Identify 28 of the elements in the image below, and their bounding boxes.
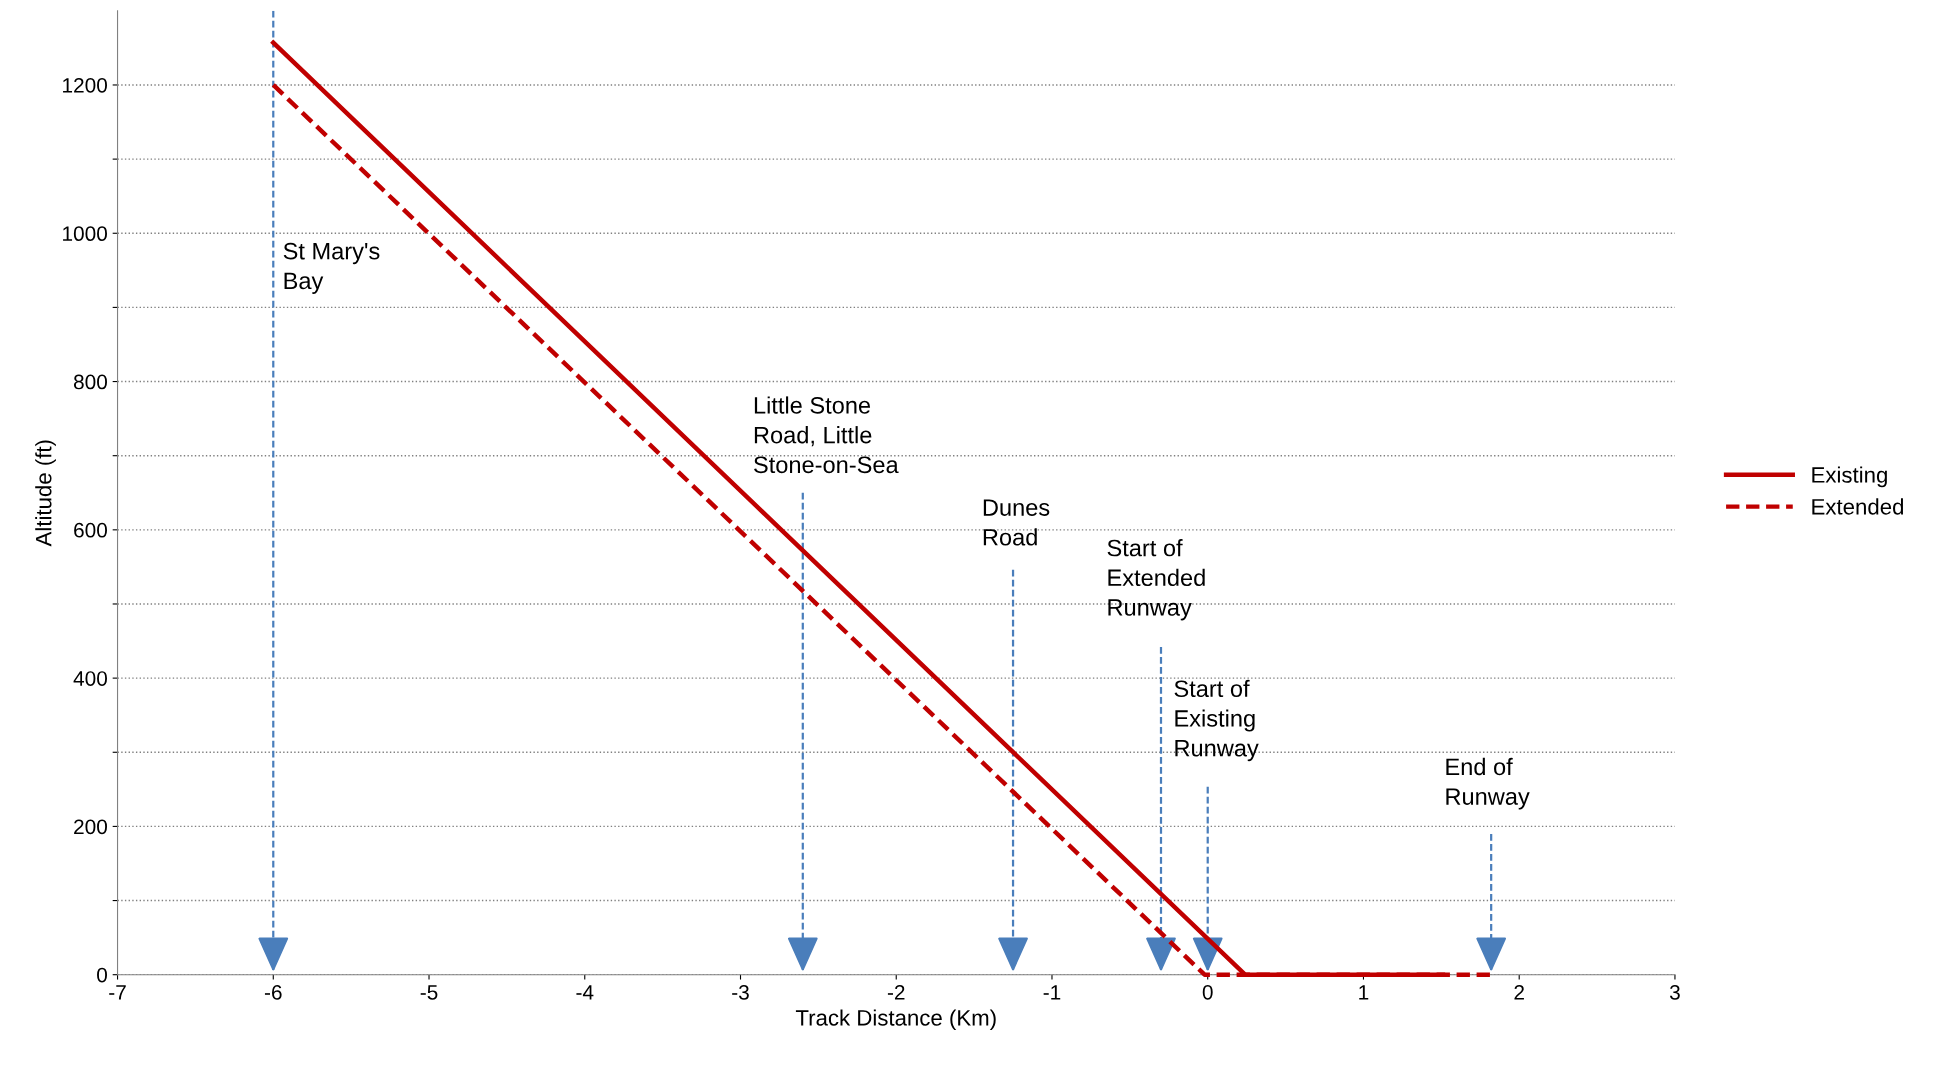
x-tick-label: -6 bbox=[264, 984, 282, 1000]
legend-label: Extended bbox=[1812, 498, 1904, 515]
x-tick-label: -7 bbox=[109, 985, 126, 1000]
x-tick-label: 2 bbox=[1514, 984, 1524, 1000]
ref-line-label: Start of Existing Runway bbox=[1174, 679, 1259, 762]
x-tick-label: -3 bbox=[732, 984, 749, 1000]
x-tick-label: -4 bbox=[576, 985, 594, 1000]
y-tick-label: 200 bbox=[74, 819, 108, 835]
y-tick-label: 800 bbox=[73, 374, 108, 390]
x-tick-label: 1 bbox=[1359, 985, 1369, 1000]
legend-label: Existing bbox=[1812, 466, 1887, 488]
y-tick-label: 0 bbox=[97, 967, 107, 983]
ref-line-label: Start of Extended Runway bbox=[1107, 539, 1205, 621]
x-tick-label: -2 bbox=[887, 984, 905, 1000]
x-tick-label: -1 bbox=[1043, 985, 1061, 1000]
ref-line-label: Dunes Road bbox=[983, 499, 1050, 546]
y-tick-label: 600 bbox=[74, 522, 108, 538]
x-axis-title: Track Distance (Km) bbox=[795, 1009, 996, 1031]
x-tick-label: 3 bbox=[1669, 984, 1680, 1000]
y-axis-title: Altitude (ft) bbox=[35, 440, 56, 547]
ref-line-label: St Mary's Bay bbox=[283, 242, 380, 294]
y-tick-label: 400 bbox=[73, 671, 108, 686]
y-tick-label: 1000 bbox=[63, 226, 108, 242]
ref-line-label: Little Stone Road, Little Stone-on-Sea bbox=[754, 396, 899, 474]
x-tick-label: 0 bbox=[1202, 984, 1213, 1000]
ref-line-label: End of Runway bbox=[1446, 757, 1530, 810]
y-tick-label: 1200 bbox=[63, 77, 108, 93]
x-tick-label: -5 bbox=[420, 985, 438, 1000]
